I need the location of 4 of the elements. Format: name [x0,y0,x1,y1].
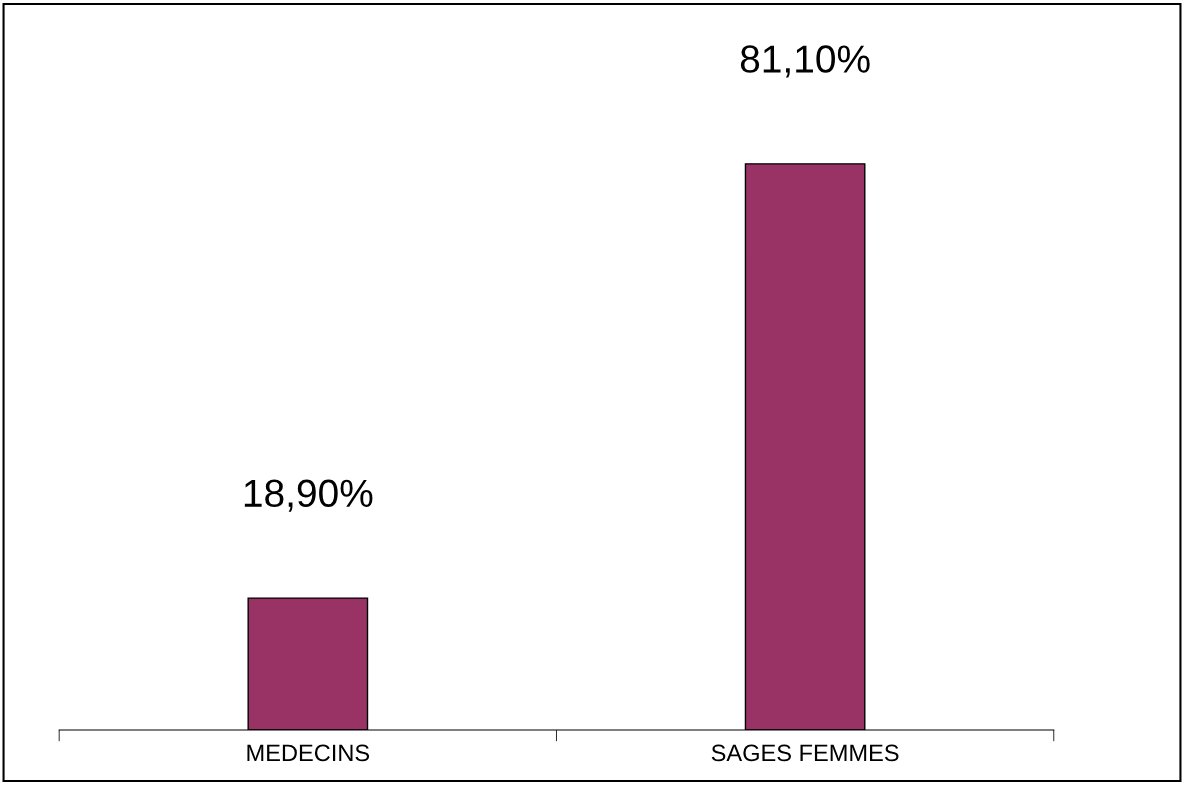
data-label: 18,90% [244,479,373,512]
data-label: 81,10% [740,45,870,78]
x-tick-label: MEDECINS [247,744,370,762]
x-tick-label: SAGES FEMMES [711,744,899,762]
